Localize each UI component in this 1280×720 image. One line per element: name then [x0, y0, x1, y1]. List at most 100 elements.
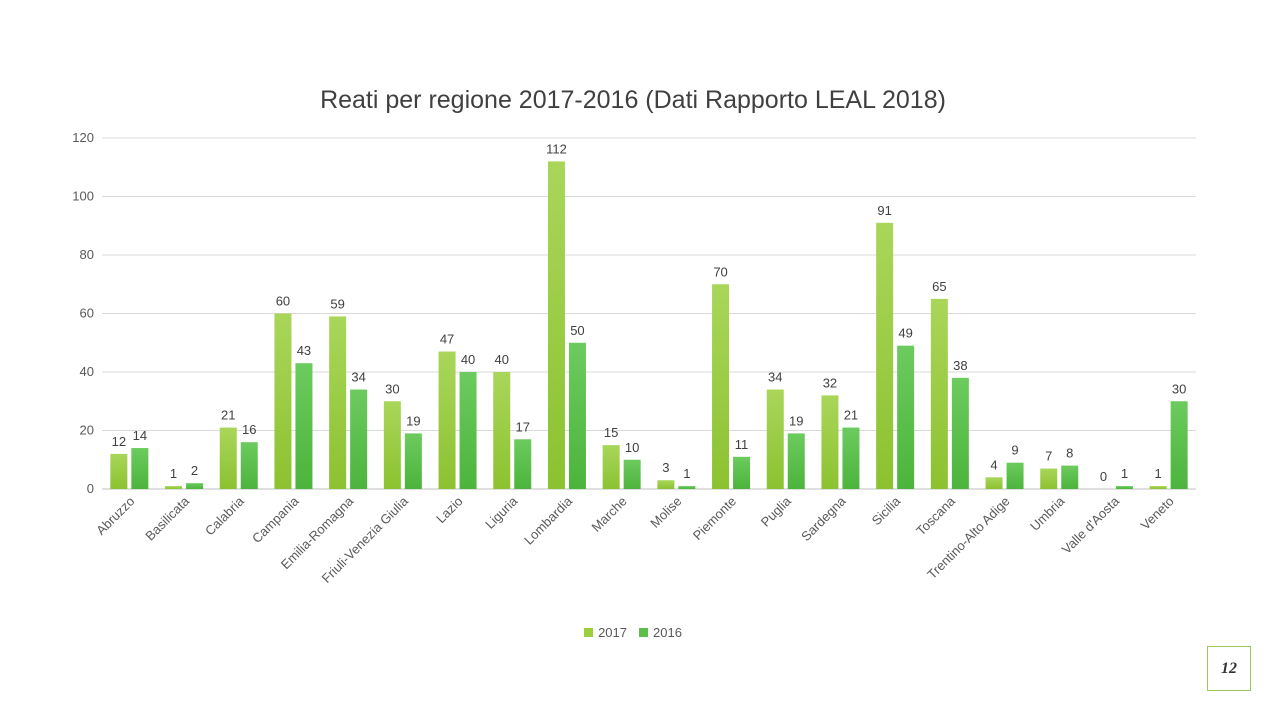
- data-label-2016: 30: [1172, 381, 1186, 396]
- data-label-2016: 50: [570, 323, 584, 338]
- bar-2017: [766, 389, 784, 489]
- category-label: Lazio: [433, 494, 466, 527]
- data-label-2016: 14: [133, 428, 147, 443]
- data-label-2016: 11: [735, 437, 749, 452]
- y-tick-label: 0: [87, 481, 94, 496]
- category-label: Abruzzo: [93, 494, 137, 538]
- bar-2017: [930, 298, 948, 489]
- data-label-2016: 2: [191, 463, 198, 478]
- y-tick-label: 40: [80, 364, 94, 379]
- category-label: Campania: [249, 493, 302, 546]
- data-label-2017: 15: [604, 425, 618, 440]
- category-label: Marche: [589, 494, 630, 535]
- data-label-2017: 12: [112, 434, 126, 449]
- category-label: Lombardia: [521, 493, 576, 548]
- category-label: Puglia: [758, 493, 795, 530]
- bar-2017: [657, 480, 675, 489]
- category-label: Valle d'Aosta: [1059, 493, 1123, 557]
- category-label: Umbria: [1027, 493, 1068, 534]
- data-label-2016: 34: [351, 370, 365, 385]
- bar-2017: [547, 161, 565, 489]
- bar-2016: [1115, 486, 1133, 489]
- data-label-2017: 91: [877, 203, 891, 218]
- legend-item-2016: 2016: [639, 625, 682, 640]
- category-label: Liguria: [482, 493, 521, 532]
- category-label: Sicilia: [869, 493, 904, 528]
- bar-2016: [678, 486, 696, 489]
- data-label-2017: 47: [440, 332, 454, 347]
- data-label-2016: 17: [516, 419, 530, 434]
- legend-swatch-2016: [639, 628, 648, 637]
- data-label-2016: 1: [683, 466, 690, 481]
- page-number: 12: [1207, 646, 1251, 691]
- legend-label-2017: 2017: [598, 625, 627, 640]
- bar-2016: [186, 483, 204, 489]
- y-axis-ticks: 0 20 40 60 80 100 120: [72, 130, 94, 496]
- bar-2016: [404, 433, 422, 489]
- data-label-2016: 9: [1011, 443, 1018, 458]
- bar-2016: [897, 345, 915, 489]
- data-label-2017: 59: [330, 296, 344, 311]
- data-label-2017: 1: [170, 466, 177, 481]
- data-label-2016: 43: [297, 343, 311, 358]
- y-tick-label: 120: [72, 130, 94, 145]
- bar-2016: [568, 342, 586, 489]
- bar-2016: [240, 442, 258, 489]
- data-label-2016: 1: [1121, 466, 1128, 481]
- bar-2017: [329, 316, 347, 489]
- bar-2017: [1040, 468, 1058, 489]
- bar-2016: [514, 439, 532, 489]
- legend-swatch-2017: [584, 628, 594, 637]
- bar-2017: [821, 395, 839, 489]
- bar-2017: [876, 222, 894, 489]
- data-label-2017: 1: [1155, 466, 1162, 481]
- y-tick-label: 60: [80, 306, 94, 321]
- category-label: Veneto: [1138, 494, 1177, 533]
- data-label-2017: 7: [1045, 449, 1052, 464]
- category-label: Piemonte: [690, 494, 739, 543]
- bar-2017: [165, 486, 183, 489]
- bar-2016: [131, 448, 149, 489]
- category-label: Molise: [647, 494, 684, 531]
- data-label-2017: 70: [713, 264, 727, 279]
- bars: [110, 161, 1188, 489]
- bar-2017: [219, 427, 237, 489]
- data-label-2017: 0: [1100, 469, 1107, 484]
- bar-2017: [602, 445, 620, 489]
- category-label: Calabria: [202, 493, 247, 538]
- bar-2016: [350, 389, 368, 489]
- bar-2017: [110, 453, 128, 489]
- data-label-2017: 4: [990, 457, 997, 472]
- data-label-2016: 16: [242, 422, 256, 437]
- bar-2016: [951, 377, 969, 489]
- data-label-2016: 40: [461, 352, 475, 367]
- y-tick-label: 100: [72, 189, 94, 204]
- gridlines: [102, 137, 1196, 490]
- data-label-2017: 65: [932, 279, 946, 294]
- chart-title: Reati per regione 2017-2016 (Dati Rappor…: [320, 86, 946, 114]
- y-tick-label: 80: [80, 247, 94, 262]
- bar-2017: [274, 313, 292, 489]
- category-labels: Abruzzo Basilicata Calabria CampaniaEmilia-…: [93, 493, 1177, 586]
- bar-2016: [295, 363, 313, 489]
- legend-item-2017: 2017: [584, 625, 627, 640]
- data-label-2017: 21: [221, 408, 235, 423]
- legend: 2017 2016: [0, 625, 1266, 640]
- bar-2017: [1149, 486, 1167, 489]
- bar-2016: [459, 372, 477, 489]
- bar-2016: [842, 427, 860, 489]
- y-tick-label: 20: [80, 423, 94, 438]
- data-label-2016: 49: [898, 326, 912, 341]
- data-label-2017: 112: [546, 141, 567, 156]
- category-label: Toscana: [913, 493, 958, 538]
- bar-2016: [623, 459, 641, 489]
- bar-2016: [1061, 465, 1079, 489]
- category-label: Sardegna: [798, 493, 849, 544]
- bar-2016: [787, 433, 805, 489]
- data-label-2017: 60: [276, 294, 290, 309]
- data-label-2017: 3: [662, 460, 669, 475]
- bar-2017: [383, 401, 401, 489]
- bar-2016: [733, 456, 751, 489]
